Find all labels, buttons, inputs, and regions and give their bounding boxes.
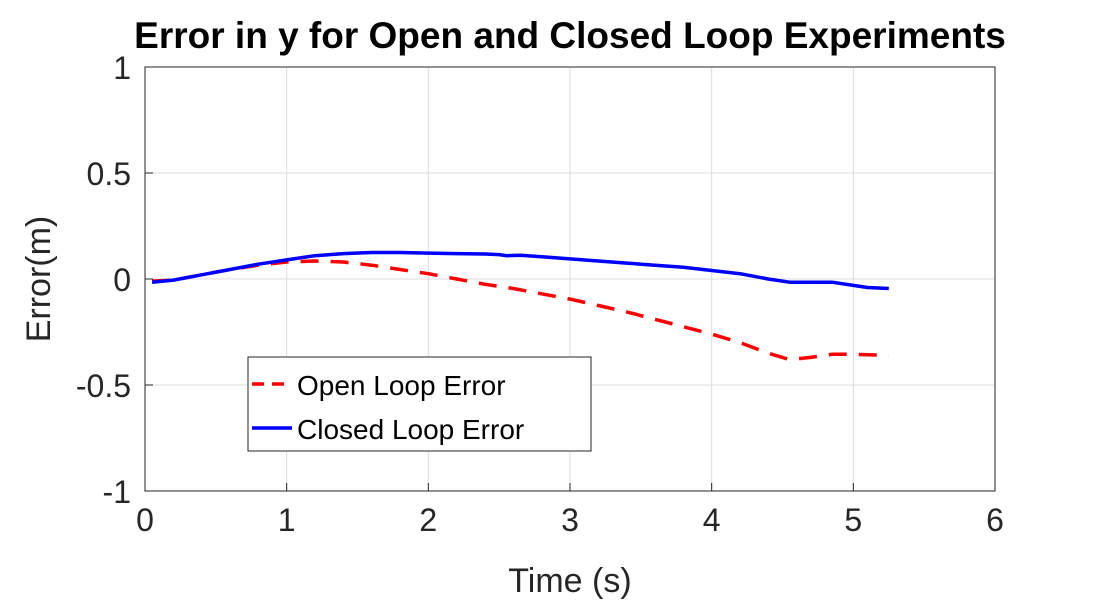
- x-tick-label: 3: [561, 502, 579, 538]
- x-axis-label: Time (s): [508, 562, 631, 600]
- legend-label-closed-loop: Closed Loop Error: [297, 414, 524, 445]
- legend-label-open-loop: Open Loop Error: [297, 370, 506, 401]
- x-tick-label: 1: [278, 502, 296, 538]
- tick-labels: 0 1 2 3 4 5 6 1 0.5 0 -0.5 -1: [76, 50, 1004, 538]
- y-axis-label: Error(m): [20, 216, 58, 343]
- x-tick-label: 0: [136, 502, 154, 538]
- y-tick-label: -1: [103, 474, 131, 510]
- series-line-1: [151, 250, 889, 291]
- series-lines: [151, 250, 889, 362]
- chart-title: Error in y for Open and Closed Loop Expe…: [134, 15, 1006, 56]
- legend-box: [247, 356, 592, 452]
- y-tick-label: 0: [113, 262, 131, 298]
- y-tick-label: -0.5: [76, 368, 131, 404]
- legend: Open Loop Error Closed Loop Error: [247, 356, 592, 452]
- y-tick-label: 1: [113, 50, 131, 86]
- x-tick-label: 6: [986, 502, 1004, 538]
- y-tick-label: 0.5: [87, 156, 131, 192]
- axes: [144, 66, 996, 492]
- x-tick-label: 2: [419, 502, 437, 538]
- x-tick-label: 4: [703, 502, 721, 538]
- x-tick-label: 5: [844, 502, 862, 538]
